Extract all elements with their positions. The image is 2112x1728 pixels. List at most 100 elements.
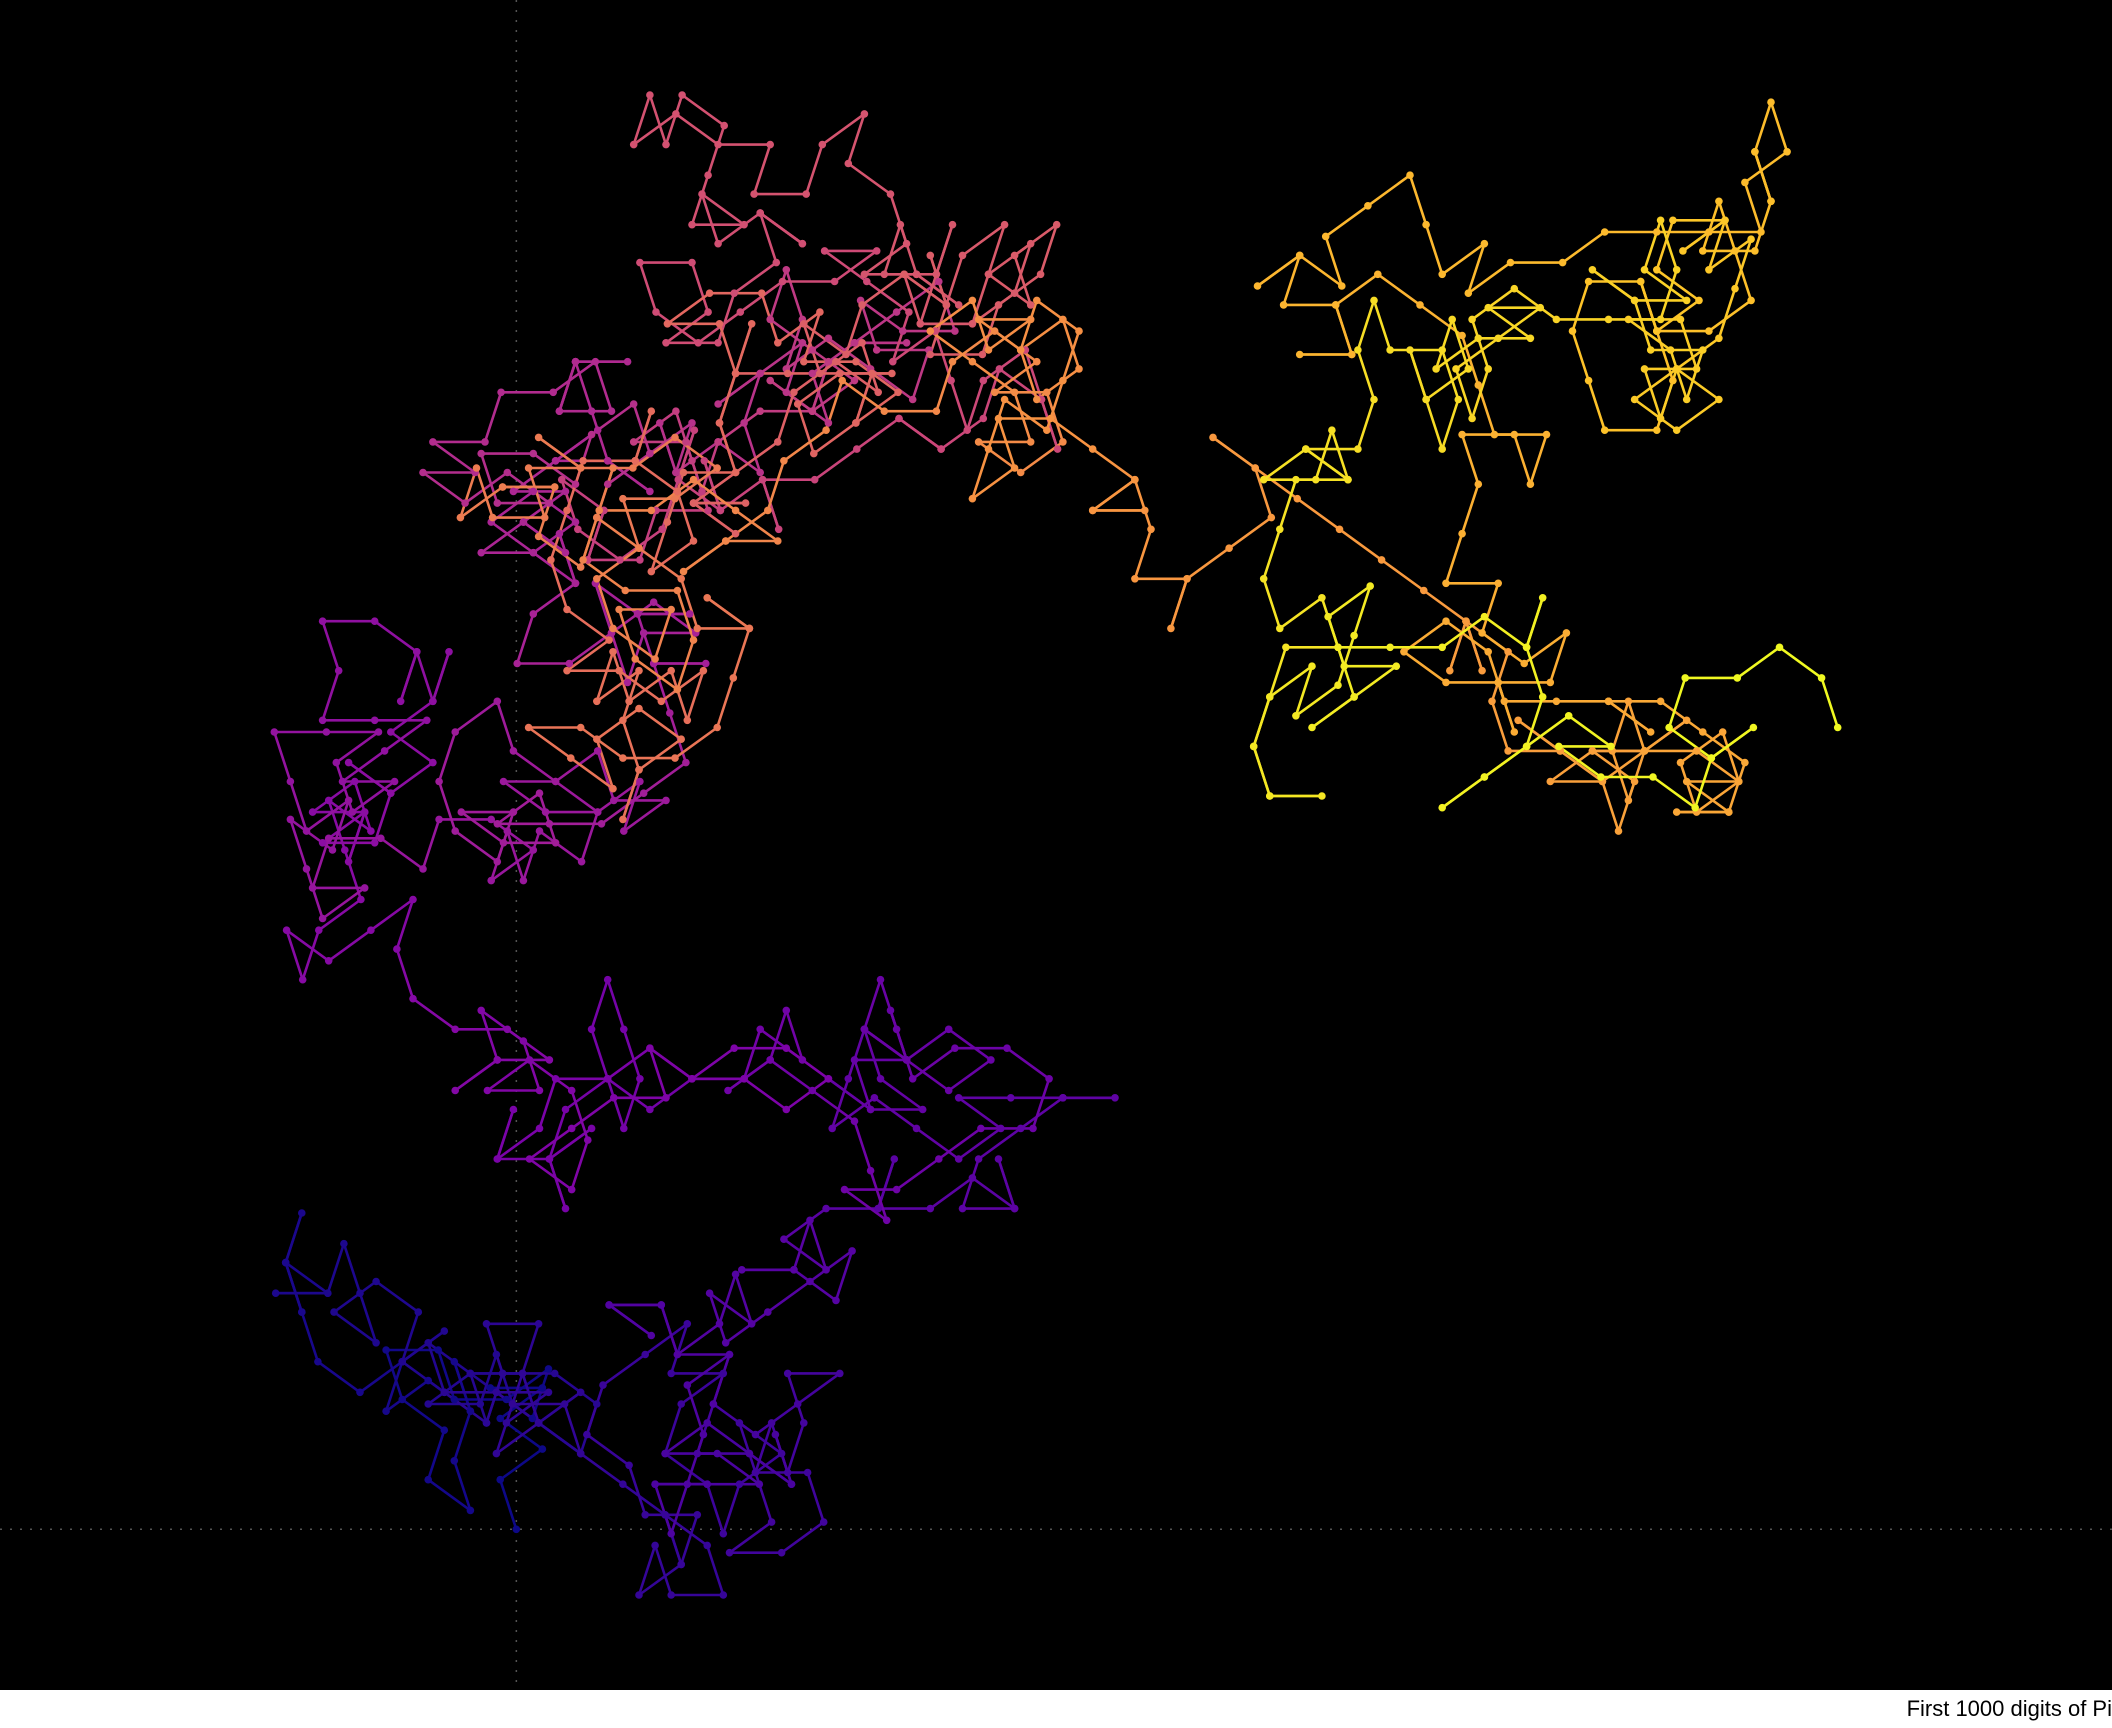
walk-point bbox=[824, 357, 833, 366]
walk-segment bbox=[1019, 299, 1039, 352]
walk-point bbox=[984, 270, 993, 279]
walk-segment bbox=[776, 310, 822, 345]
walk-point bbox=[932, 407, 941, 416]
walk-point bbox=[1520, 659, 1528, 668]
walk-point bbox=[990, 388, 999, 397]
walk-segment bbox=[1571, 329, 1590, 382]
walk-point bbox=[672, 468, 680, 477]
walk-segment bbox=[1633, 367, 1678, 401]
walk-point bbox=[1468, 414, 1476, 423]
walk-point bbox=[451, 1025, 460, 1034]
walk-point bbox=[850, 1056, 859, 1064]
grid-layer bbox=[0, 0, 2112, 1690]
walk-point bbox=[1555, 742, 1563, 751]
walk-point bbox=[774, 438, 782, 446]
walk-point bbox=[599, 1381, 607, 1389]
walk-point bbox=[576, 563, 585, 571]
walk-point bbox=[756, 369, 764, 378]
walk-point bbox=[1682, 777, 1691, 786]
walk-segment bbox=[1330, 428, 1350, 482]
walk-segment bbox=[724, 1310, 770, 1345]
walk-segment bbox=[911, 1046, 957, 1081]
walk-segment bbox=[1643, 718, 1688, 753]
walk-point bbox=[1209, 433, 1217, 442]
walk-point bbox=[567, 1086, 576, 1095]
walk-segment bbox=[830, 1077, 850, 1130]
walk-segment bbox=[601, 1353, 647, 1387]
walk-segment bbox=[1460, 482, 1480, 536]
walk-point bbox=[528, 1414, 537, 1423]
walk-point bbox=[621, 586, 630, 595]
walk-segment bbox=[792, 1268, 838, 1302]
walk-point bbox=[424, 1475, 433, 1484]
walk-point bbox=[571, 579, 580, 588]
walk-segment bbox=[327, 799, 373, 833]
walk-segment bbox=[669, 1322, 689, 1375]
walk-point bbox=[810, 475, 819, 484]
walk-point bbox=[584, 1136, 592, 1144]
walk-point bbox=[984, 346, 993, 354]
walk-point bbox=[1386, 346, 1394, 354]
walk-point bbox=[509, 808, 518, 816]
walk-segment bbox=[305, 867, 324, 920]
walk-point bbox=[1010, 251, 1019, 260]
walk-point bbox=[577, 857, 586, 866]
walk-segment bbox=[1334, 303, 1354, 356]
walk-point bbox=[587, 1124, 596, 1133]
walk-segment bbox=[1516, 718, 1562, 753]
walk-segment bbox=[632, 112, 678, 146]
walk-segment bbox=[527, 726, 573, 760]
walk-point bbox=[850, 339, 859, 347]
walk-segment bbox=[1639, 280, 1659, 333]
walk-segment bbox=[479, 1009, 499, 1062]
walk-segment bbox=[705, 1544, 725, 1597]
walk-point bbox=[466, 1407, 475, 1415]
walk-point bbox=[1059, 315, 1067, 324]
walk-segment bbox=[1679, 761, 1698, 814]
walk-point bbox=[918, 1105, 927, 1114]
walk-segment bbox=[1669, 348, 1688, 401]
walk-point bbox=[942, 301, 951, 309]
plot-area bbox=[0, 0, 2112, 1690]
walk-point bbox=[1335, 525, 1344, 534]
walk-point bbox=[603, 975, 612, 984]
walk-point bbox=[1366, 582, 1374, 590]
walk-point bbox=[1656, 697, 1665, 706]
walk-point bbox=[713, 1449, 721, 1458]
walk-point bbox=[699, 666, 708, 675]
walk-segment bbox=[621, 669, 641, 722]
walk-segment bbox=[1454, 336, 1500, 371]
walk-point bbox=[579, 457, 587, 465]
walk-point bbox=[997, 1124, 1005, 1133]
walk-segment bbox=[1352, 584, 1372, 637]
walk-point bbox=[725, 1548, 734, 1557]
walk-segment bbox=[1695, 780, 1741, 814]
walk-segment bbox=[853, 1119, 872, 1172]
walk-point bbox=[1452, 365, 1460, 373]
walk-segment bbox=[810, 1089, 856, 1123]
walk-segment bbox=[421, 471, 467, 505]
walk-segment bbox=[863, 1028, 908, 1062]
walk-point bbox=[1338, 282, 1346, 290]
walk-point bbox=[493, 1056, 502, 1064]
walk-segment bbox=[865, 280, 911, 314]
walk-segment bbox=[311, 836, 331, 890]
walk-point bbox=[1653, 426, 1661, 435]
walk-point bbox=[1464, 289, 1473, 298]
walk-point bbox=[1045, 1075, 1053, 1083]
walk-segment bbox=[716, 440, 762, 474]
walk-segment bbox=[1013, 242, 1032, 295]
walk-segment bbox=[808, 1249, 854, 1283]
walk-point bbox=[646, 1105, 654, 1114]
walk-point bbox=[672, 110, 680, 118]
walk-point bbox=[874, 1204, 882, 1213]
walk-segment bbox=[549, 558, 569, 611]
walk-point bbox=[1292, 475, 1300, 484]
walk-point bbox=[551, 1075, 560, 1083]
walk-segment bbox=[810, 372, 830, 425]
walk-point bbox=[605, 1301, 613, 1309]
walk-segment bbox=[1655, 268, 1701, 302]
walk-point bbox=[302, 827, 311, 835]
walk-point bbox=[824, 419, 833, 427]
walk-segment bbox=[289, 818, 308, 871]
